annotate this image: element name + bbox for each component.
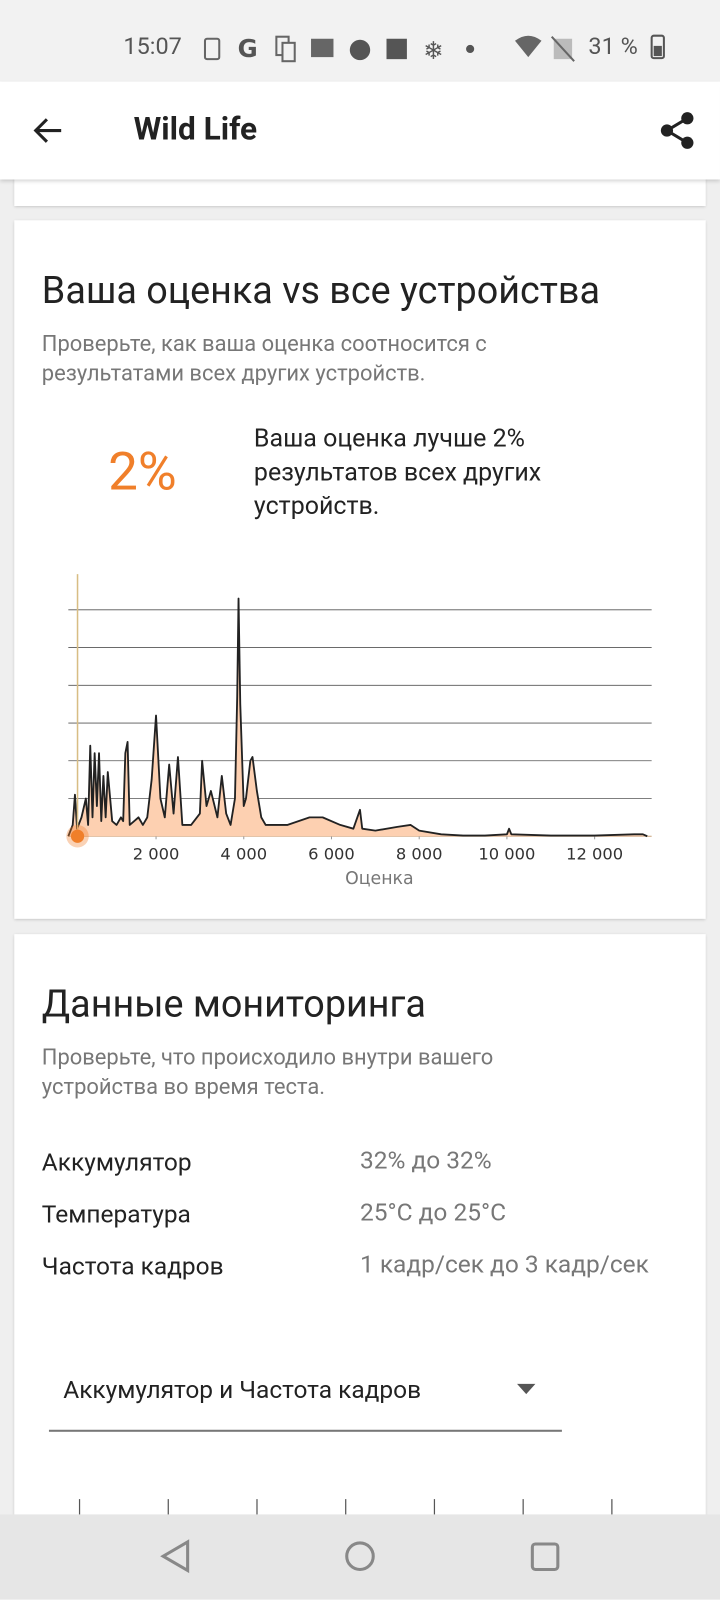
nav-recents[interactable] (530, 1542, 560, 1572)
x-tick-label: 6 000 (308, 845, 355, 864)
row-value: 32% до 32% (359, 1146, 492, 1175)
row-label: Аккумулятор (41, 1148, 192, 1177)
battery-level: 31 % (588, 32, 638, 61)
dropdown-arrow (517, 1383, 536, 1395)
distribution-area (68, 598, 648, 837)
svg-text:G: G (238, 34, 258, 63)
monitoring-card (14, 934, 706, 1600)
monitoring-chart-ticks (78, 1499, 613, 1517)
section-description: Проверьте, что происходило внутри вашего… (41, 1045, 494, 1101)
percentile-summary: Ваша оценка лучше 2% результатов всех др… (253, 423, 542, 521)
row-label: Температура (41, 1200, 191, 1229)
back-button[interactable] (31, 112, 68, 149)
svg-text:❄: ❄ (423, 36, 444, 65)
distribution-line (67, 597, 648, 838)
score-marker (70, 829, 85, 843)
x-axis-label: Оценка (345, 869, 414, 889)
x-tick-label: 4 000 (220, 845, 267, 864)
signal-icons (514, 34, 665, 62)
clock: 15:07 (123, 32, 182, 61)
percentile: 2% (108, 440, 177, 503)
x-tick-label: 8 000 (396, 845, 443, 864)
dropdown[interactable]: Аккумулятор и Частота кадров (48, 1367, 562, 1432)
distribution-chart: 2 000 4 000 6 000 8 000 10 000 12 000 Оценка (66, 574, 652, 889)
nav-home[interactable] (345, 1541, 375, 1572)
app-bar: Wild Life (0, 81, 720, 180)
section-title: Данные мониторинга (41, 983, 426, 1027)
row-value: 25°C до 25°C (359, 1198, 507, 1227)
status-icons: G ❄ (203, 34, 475, 65)
nav-buttons (160, 1539, 560, 1574)
x-tick-label: 12 000 (566, 845, 623, 864)
section-title: Ваша оценка vs все устройства (41, 269, 600, 314)
app-title: Wild Life (133, 110, 258, 148)
x-tick-label: 10 000 (478, 845, 535, 864)
share-button[interactable] (658, 110, 699, 151)
row-value: 1 кадр/сек до 3 кадр/сек (359, 1250, 649, 1279)
section-description: Проверьте, как ваша оценка соотносится с… (41, 331, 487, 387)
nav-back[interactable] (160, 1539, 190, 1574)
status-bar: 15:07 G ❄ 31 % (0, 0, 720, 82)
x-tick-label: 2 000 (133, 845, 180, 864)
navigation-bar (0, 1514, 720, 1600)
row-label: Частота кадров (41, 1252, 224, 1281)
dropdown-label: Аккумулятор и Частота кадров (63, 1375, 422, 1405)
